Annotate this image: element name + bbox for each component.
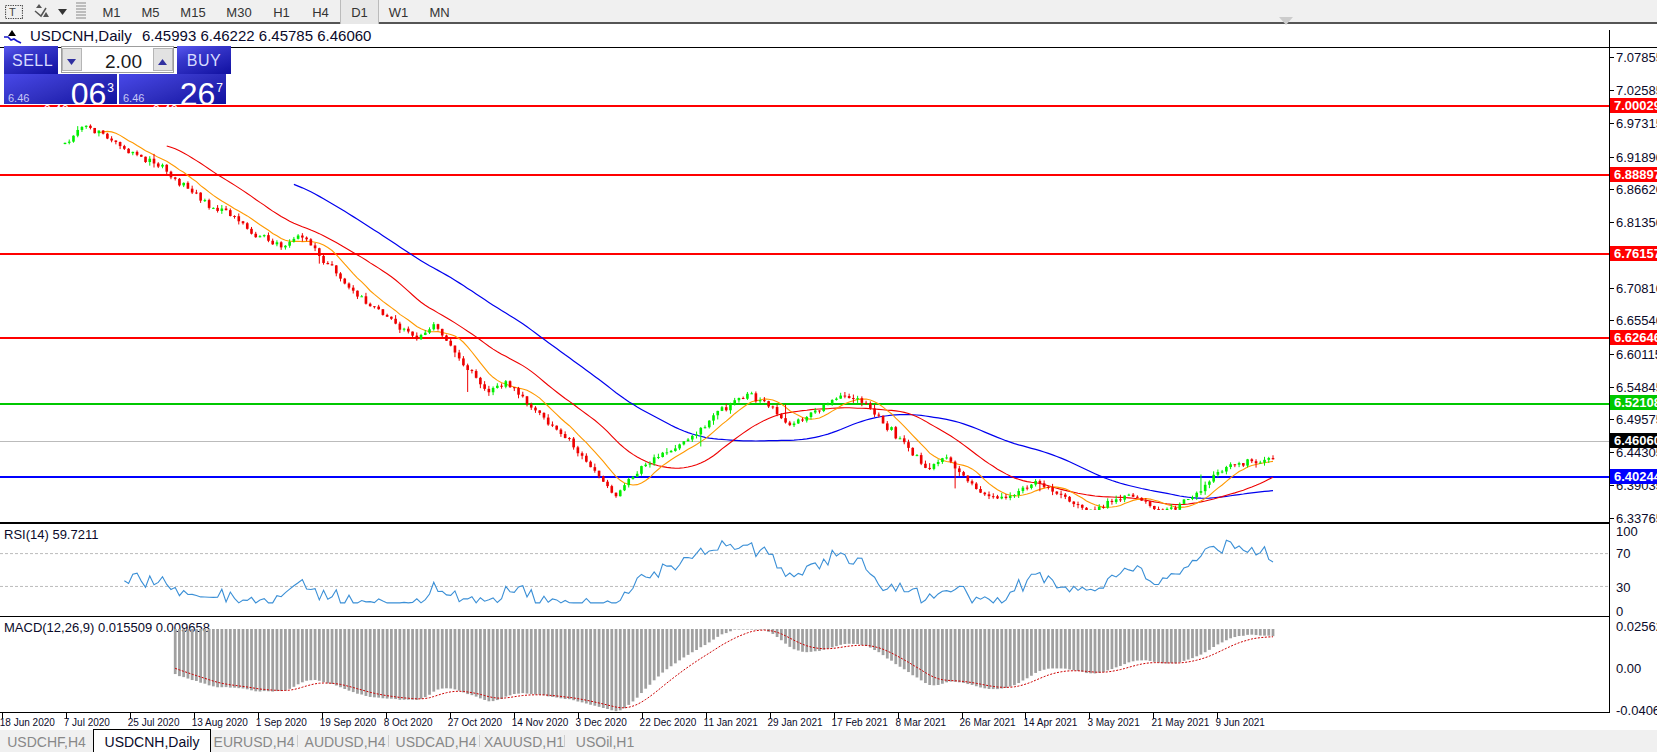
svg-text:T: T (9, 6, 16, 18)
